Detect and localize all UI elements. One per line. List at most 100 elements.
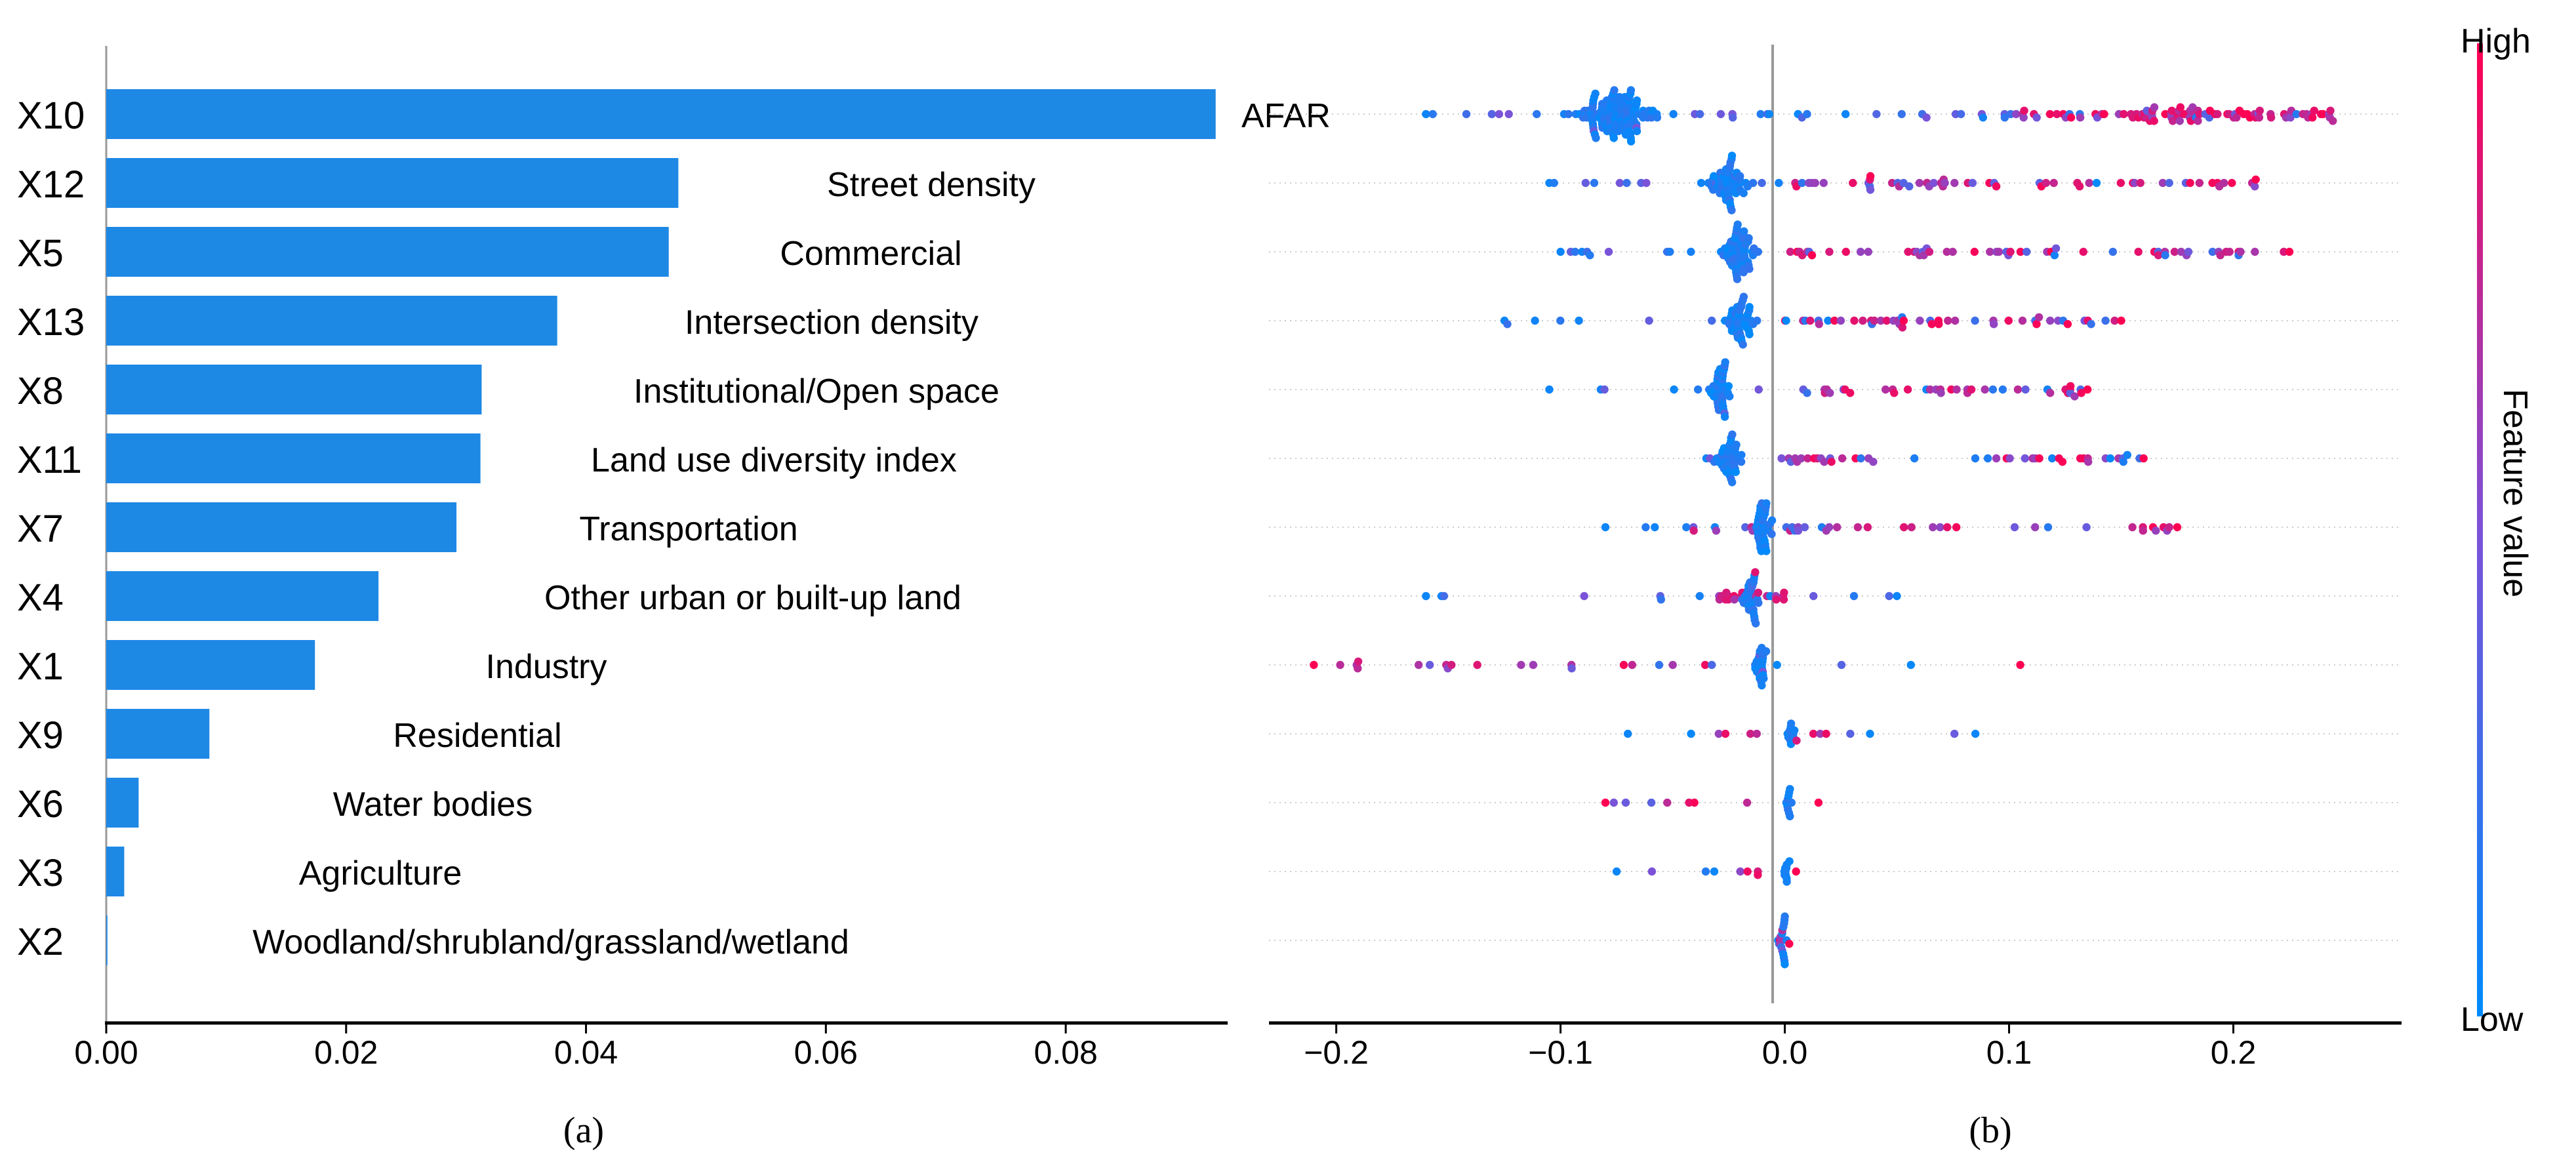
dot [2082,523,2091,532]
dot [1781,960,1789,969]
dot [1517,660,1525,670]
y-tick-label-x9: X9 [17,714,64,757]
dot [2173,523,2182,532]
dot [1753,316,1761,325]
dot [1906,660,1915,670]
dot [2232,113,2241,122]
dot [1849,591,1859,601]
y-tick-label-x7: X7 [17,508,64,550]
dot [1354,657,1363,666]
y-tick-label-x12: X12 [17,163,85,206]
dot [1632,127,1641,136]
dot [1756,110,1765,119]
dot [2016,247,2025,256]
dot [1948,247,1957,256]
dot [1800,523,1809,532]
bar-x9 [106,709,210,759]
dot [1626,86,1636,94]
dot [2165,178,2173,188]
dot [1863,523,1872,532]
x-tick-label: 0.2 [2211,1034,2257,1071]
bar-x13 [106,296,557,346]
dot [2326,106,2335,115]
y-tick-label-x3: X3 [17,852,64,894]
dot [1733,275,1742,283]
dot [1830,316,1839,325]
dot [2286,113,2295,122]
dot [2117,316,2125,325]
dot [2087,320,2095,329]
dot [1619,660,1628,670]
dot [1651,523,1659,532]
dot [1903,385,1912,394]
dot [2042,178,2050,188]
dot [2213,110,2222,119]
dot [1929,523,1937,532]
dot [1737,451,1746,459]
dot [1772,595,1781,604]
dot [1622,178,1631,188]
dot [1935,320,1943,329]
dot [2016,660,2024,670]
bar-x6 [106,778,139,828]
dot [2136,178,2144,188]
dot [1971,729,1980,738]
dot [1697,178,1706,188]
feature-label-industry: Industry [486,648,607,686]
dot [1564,110,1573,119]
dot [2020,106,2028,115]
dot [1937,389,1945,397]
dot [1645,316,1653,325]
dot [2084,458,2093,466]
dot [2075,182,2084,191]
dot [1803,454,1812,463]
dot [1869,458,1878,466]
dot [1765,110,1774,119]
dot [1422,591,1430,601]
y-tick-label-x2: X2 [17,921,64,963]
feature-label-land-use-diversity-index: Land use diversity index [591,441,957,479]
dot [2058,458,2067,466]
dot [1916,316,1924,325]
x-tick-label: −0.2 [1304,1034,1369,1071]
dot [1785,940,1794,948]
dot [1354,664,1362,673]
dot [1730,595,1739,604]
dot [1736,867,1744,876]
dot [1590,178,1599,188]
dot [1690,798,1699,807]
dot [2066,113,2076,122]
dot [1785,857,1794,866]
dot [2010,523,2019,532]
feature-label-agriculture: Agriculture [299,854,462,892]
dot [2108,247,2117,256]
dot [1439,591,1449,601]
dot [1626,137,1636,146]
feature-label-water-bodies: Water bodies [333,786,533,824]
dot [1897,110,1906,119]
y-tick-label-x5: X5 [17,232,64,275]
y-tick-label-x10: X10 [17,94,85,137]
dot [1754,385,1763,394]
dot [1899,316,1908,325]
dot [1767,516,1777,525]
dot [1754,588,1763,597]
feature-label-residential: Residential [393,717,561,755]
dot [1809,591,1818,601]
dot [1727,151,1737,160]
dot [1986,247,1994,256]
dot [1668,660,1677,670]
dot [1915,178,1924,188]
dot [1822,729,1830,738]
dot [1632,96,1641,105]
dot [2158,178,2167,188]
dot [1581,178,1590,188]
colorbar-title: Feature value [2496,389,2534,597]
dot [1669,110,1678,119]
dot [1952,523,1961,532]
dot [1729,113,1737,122]
dot [1922,113,1931,122]
dot [1758,681,1766,690]
feature-labels: AFAR Street density Commercial Intersection… [252,97,1331,961]
dot [2130,178,2139,188]
